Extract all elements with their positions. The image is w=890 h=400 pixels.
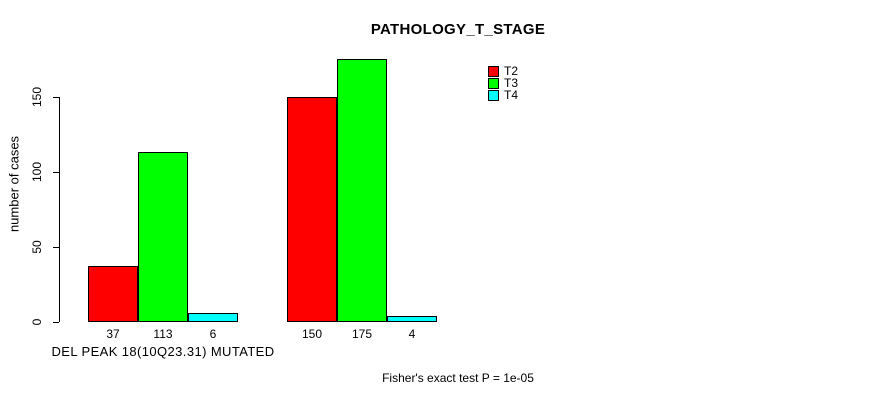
y-axis-label: number of cases — [6, 135, 22, 233]
bar-value-label: 4 — [408, 327, 416, 341]
bar-t4-group2 — [387, 316, 437, 322]
y-tick-label: 50 — [30, 240, 44, 254]
bar-t2-group2 — [287, 97, 337, 322]
legend-label: T2 — [504, 64, 519, 78]
legend-row: T2 — [488, 64, 519, 78]
y-tick — [53, 97, 59, 98]
bar-t3-group1 — [138, 152, 188, 322]
legend-swatch-t3 — [488, 78, 499, 89]
legend-swatch-t4 — [488, 90, 499, 101]
bar-t3-group2 — [337, 59, 387, 322]
y-tick — [53, 172, 59, 173]
legend-label: T4 — [504, 88, 519, 102]
annotation-text: Fisher's exact test P = 1e-05 — [382, 371, 534, 385]
bar-value-label: 113 — [153, 327, 173, 341]
y-tick-label: 100 — [30, 161, 44, 183]
legend-row: T4 — [488, 88, 519, 102]
y-tick — [53, 322, 59, 323]
bar-t2-group1 — [88, 266, 138, 322]
chart-title: PATHOLOGY_T_STAGE — [370, 21, 546, 38]
legend-row: T3 — [488, 76, 519, 90]
legend: T2 T3 T4 — [488, 64, 519, 102]
y-tick-label: 0 — [30, 318, 44, 326]
x-group-label: DEL PEAK 18(10Q23.31) MUTATED — [51, 344, 275, 359]
y-tick-label: 150 — [30, 86, 44, 108]
bar-t4-group1 — [188, 313, 238, 322]
legend-label: T3 — [504, 76, 519, 90]
bar-value-label: 175 — [351, 327, 373, 341]
y-axis-line — [59, 97, 60, 322]
bar-value-label: 37 — [106, 327, 120, 341]
y-tick — [53, 247, 59, 248]
bar-value-label: 150 — [301, 327, 323, 341]
legend-swatch-t2 — [488, 66, 499, 77]
bar-value-label: 6 — [209, 327, 217, 341]
